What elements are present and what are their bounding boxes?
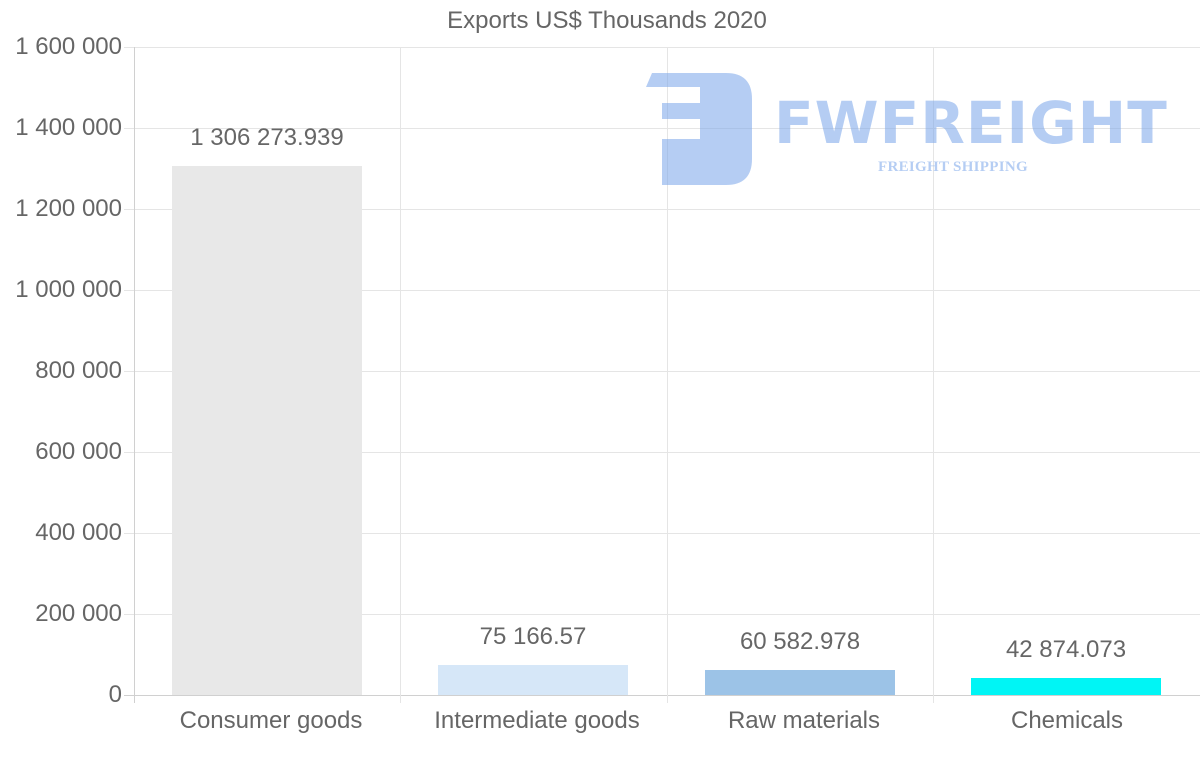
y-tick-label: 800 000 (35, 357, 122, 384)
gridline-1400000 (124, 128, 1200, 129)
gridline-200000 (124, 614, 1200, 615)
category-divider (933, 47, 934, 703)
x-tick-label: Raw materials (727, 707, 881, 734)
y-tick-label: 0 (108, 681, 122, 708)
x-tick-label: Consumer goods (179, 707, 363, 734)
watermark-logo: FWFREIGHT FREIGHT SHIPPING (646, 73, 1167, 188)
watermark-brand: FWFREIGHT (774, 89, 1168, 157)
x-tick-label: Chemicals (1010, 707, 1124, 734)
gridline-800000 (124, 371, 1200, 372)
y-tick-label: 1 400 000 (15, 114, 122, 141)
bar-value-label: 60 582.978 (739, 628, 861, 656)
x-tick-label: Intermediate goods (434, 707, 640, 734)
fwfreight-logo-icon (646, 73, 752, 185)
watermark-tagline: FREIGHT SHIPPING (878, 159, 1028, 175)
category-divider (667, 47, 668, 703)
y-tick-label: 200 000 (35, 600, 122, 627)
y-tick-label: 1 000 000 (15, 276, 122, 303)
bar-value-label: 42 874.073 (1005, 635, 1127, 663)
y-tick-label: 600 000 (35, 438, 122, 465)
bar-consumer-goods[interactable] (172, 165, 362, 695)
gridline-1200000 (124, 209, 1200, 210)
bar-chemicals[interactable] (971, 677, 1161, 695)
bar-raw-materials[interactable] (705, 670, 895, 695)
bar-value-label: 75 166.57 (479, 622, 587, 650)
bar-value-label: 1 306 273.939 (190, 123, 344, 151)
chart-title: Exports US$ Thousands 2020 (447, 7, 767, 34)
gridline-600000 (124, 452, 1200, 453)
gridline-1000000 (124, 290, 1200, 291)
y-tick-label: 1 600 000 (15, 33, 122, 60)
plot-area: 1 600 000 1 400 000 1 200 000 1 000 000 … (15, 33, 1200, 734)
x-axis-line (124, 695, 1200, 696)
y-axis-line (134, 47, 135, 703)
y-tick-label: 400 000 (35, 519, 122, 546)
gridline-1600000 (124, 47, 1200, 48)
category-divider (400, 47, 401, 703)
gridline-400000 (124, 533, 1200, 534)
y-tick-label: 1 200 000 (15, 195, 122, 222)
bar-intermediate-goods[interactable] (438, 664, 628, 695)
